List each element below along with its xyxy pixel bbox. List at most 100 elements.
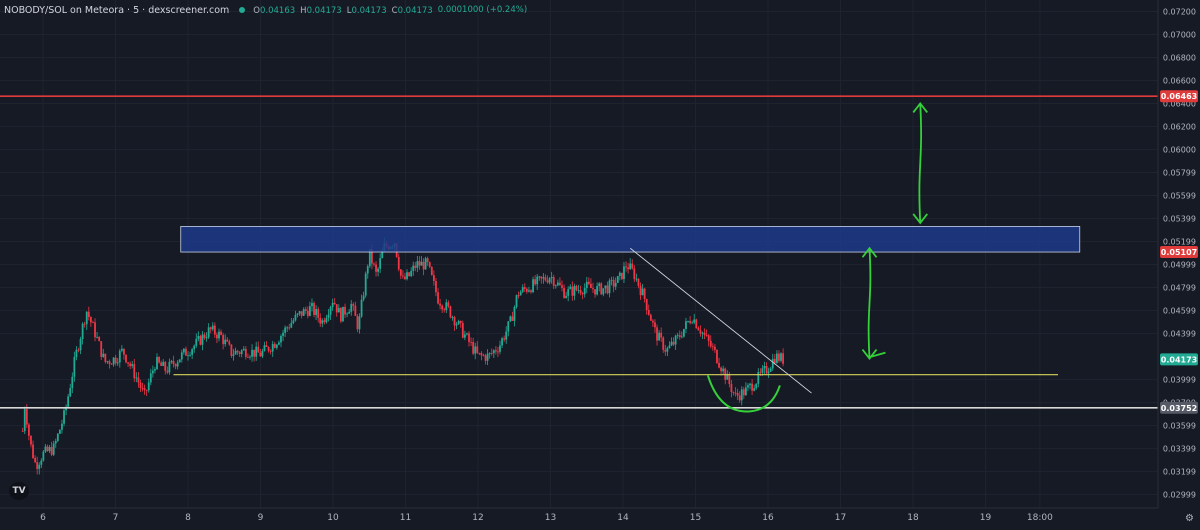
candle-body [683, 328, 685, 337]
candle-body [255, 346, 258, 357]
candle-body [761, 368, 764, 373]
candle-body [154, 369, 156, 371]
candle-body [160, 362, 163, 366]
candle-body [137, 377, 140, 383]
candle-body [728, 373, 731, 385]
candle-body [583, 288, 586, 295]
gear-icon[interactable]: ⚙ [1185, 513, 1194, 524]
candle-body [147, 382, 150, 391]
candle-body [451, 317, 454, 318]
y-tick-label: 0.05399 [1163, 214, 1196, 223]
price-label-box [1160, 90, 1198, 103]
candle-body [251, 349, 253, 357]
candle-body [213, 325, 216, 335]
candle-body [174, 364, 177, 367]
x-tick-label: 19 [980, 513, 992, 523]
candle-body [201, 334, 204, 345]
candle-body [185, 348, 187, 356]
candle-body [536, 276, 539, 285]
price-label-box [1160, 353, 1198, 366]
candle-body [703, 332, 706, 336]
candle-body [102, 353, 105, 357]
candle-body [399, 269, 402, 276]
candle-body [507, 321, 510, 332]
candle-body [449, 306, 452, 318]
candle-body [534, 279, 537, 285]
candle-body [191, 349, 194, 355]
candle-body [216, 334, 218, 339]
x-tick-label: 18:00 [1027, 513, 1053, 523]
candle-body [587, 281, 590, 284]
y-tick-label: 0.02999 [1163, 490, 1196, 499]
candle-body [571, 286, 574, 296]
candle-body [143, 388, 146, 390]
candle-body [46, 446, 49, 452]
candle-body [172, 360, 175, 365]
candle-body [567, 289, 570, 296]
x-tick-label: 11 [400, 513, 411, 523]
candle-body [486, 353, 489, 361]
candle-body [333, 302, 336, 305]
candle-body [705, 335, 708, 336]
candle-body [720, 367, 722, 372]
ohlc-high: H0.04173 [300, 5, 342, 16]
y-tick-label: 0.05599 [1163, 191, 1196, 200]
candle-body [610, 279, 613, 281]
candle-body [544, 277, 547, 281]
candle-body [521, 287, 524, 292]
candle-body [98, 337, 101, 342]
candle-body [116, 362, 119, 364]
candle-body [604, 285, 607, 289]
candle-body [89, 316, 92, 323]
y-tick-label: 0.06200 [1163, 122, 1196, 131]
price-axis[interactable]: 0.07200 0.07000 0.06800 0.06600 0.06400 0.062… [1160, 7, 1198, 499]
candle-body [490, 353, 493, 354]
candle-body [288, 327, 291, 329]
candle-body [23, 409, 26, 432]
candle-body [674, 335, 677, 345]
candle-body [67, 396, 70, 407]
price-label: 0.05107 [1161, 248, 1197, 257]
time-axis[interactable]: 6 7 8 9 10 11 12 13 14 15 16 17 18 19 18:00 [40, 513, 1053, 523]
y-tick-label: 0.07000 [1163, 30, 1196, 39]
y-tick-label: 0.03399 [1163, 444, 1196, 453]
candle-body [284, 327, 287, 333]
candle-body [649, 314, 652, 321]
candle-body [596, 286, 599, 295]
candle-body [42, 451, 45, 461]
candle-body [40, 460, 43, 465]
candle-body [94, 322, 96, 338]
candle-body [633, 268, 636, 280]
candle-body [542, 277, 545, 279]
candle-body [114, 357, 117, 364]
candle-body [323, 320, 326, 323]
candle-body [25, 409, 28, 425]
candle-body [757, 371, 760, 384]
candle-body [631, 263, 634, 269]
candle-body [590, 283, 592, 289]
candle-body [162, 362, 165, 366]
candle-body [302, 309, 305, 316]
candle-body [168, 361, 171, 373]
candle-body [370, 249, 373, 264]
candle-body [32, 444, 34, 459]
ohlc-change: 0.0001000 (+0.24%) [437, 4, 528, 15]
candle-body [540, 276, 543, 279]
candle-body [707, 335, 710, 341]
candle-body [782, 353, 784, 364]
candle-body [325, 317, 328, 323]
candle-body [54, 440, 57, 444]
candle-body [532, 279, 534, 293]
candle-body [294, 314, 297, 321]
candle-body [678, 335, 681, 337]
candle-body [118, 350, 121, 363]
tradingview-logo[interactable]: TV [9, 482, 29, 500]
candle-body [476, 346, 479, 353]
candle-body [509, 316, 512, 322]
candle-body [765, 366, 768, 374]
candle-body [329, 307, 332, 315]
candle-body [203, 334, 206, 339]
candle-body [63, 410, 65, 424]
